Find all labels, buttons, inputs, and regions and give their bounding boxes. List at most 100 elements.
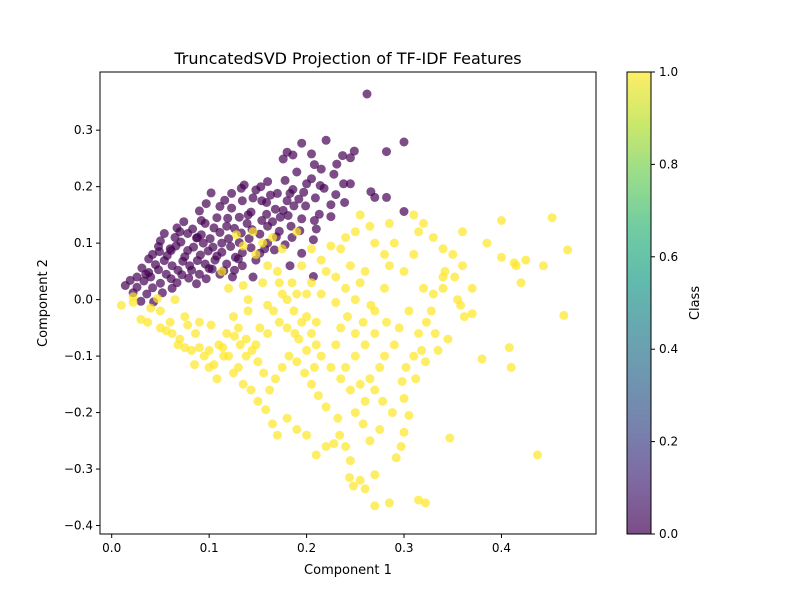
scatter-point-class-1 [521, 255, 531, 265]
scatter-point-class-1 [350, 329, 360, 338]
scatter-point-class-1 [355, 210, 365, 220]
scatter-point-class-1 [360, 340, 370, 350]
scatter-point-class-0 [331, 190, 341, 200]
scatter-point-class-1 [414, 329, 424, 338]
scatter-point-class-0 [192, 256, 202, 266]
scatter-point-class-0 [142, 289, 152, 299]
scatter-point-class-1 [360, 266, 370, 276]
y-axis-label: Component 2 [36, 259, 51, 347]
scatter-point-class-0 [234, 212, 244, 222]
scatter-point-class-1 [272, 430, 282, 440]
scatter-point-class-1 [333, 413, 343, 423]
scatter-point-class-1 [284, 351, 294, 361]
scatter-point-class-1 [355, 475, 365, 485]
scatter-point-class-1 [255, 323, 265, 333]
scatter-point-class-1 [375, 362, 385, 372]
y-tick-label: 0.2 [74, 180, 93, 194]
scatter-point-class-1 [206, 320, 216, 330]
scatter-point-class-1 [224, 351, 234, 361]
scatter-point-class-0 [222, 221, 232, 231]
scatter-point-class-1 [307, 329, 316, 338]
scatter-point-class-0 [255, 229, 265, 239]
scatter-point-class-0 [329, 169, 339, 179]
scatter-point-class-1 [153, 294, 162, 303]
scatter-point-class-0 [224, 234, 234, 244]
scatter-point-class-1 [358, 419, 368, 429]
scatter-point-class-1 [384, 261, 394, 271]
scatter-point-class-1 [389, 238, 399, 248]
scatter-point-class-0 [297, 214, 307, 224]
scatter-point-class-0 [217, 238, 227, 248]
scatter-point-class-1 [238, 379, 248, 389]
scatter-point-class-0 [340, 198, 350, 207]
scatter-point-class-1 [428, 233, 438, 242]
scatter-point-class-1 [421, 498, 430, 508]
scatter-point-class-1 [231, 230, 241, 240]
scatter-point-class-0 [299, 187, 309, 197]
scatter-point-class-0 [132, 272, 142, 282]
scatter-point-class-1 [167, 329, 177, 338]
scatter-point-class-1 [222, 329, 232, 338]
scatter-point-class-1 [292, 425, 302, 434]
y-tick-label: 0.3 [74, 123, 93, 137]
scatter-point-class-1 [290, 329, 300, 338]
x-tick-label: 0.2 [297, 541, 316, 555]
scatter-point-class-1 [218, 343, 228, 353]
scatter-point-class-0 [120, 281, 130, 290]
scatter-point-class-1 [365, 436, 375, 446]
scatter-point-class-0 [165, 244, 175, 254]
y-axis-ticks: −0.4 −0.3 −0.2 −0.1 0.0 0.1 0.2 0.3 [64, 123, 100, 533]
scatter-point-class-0 [167, 283, 177, 293]
scatter-point-class-0 [194, 206, 204, 216]
scatter-point-class-0 [246, 243, 256, 253]
scatter-point-class-1 [311, 317, 321, 327]
colorbar-tick-label: 0.8 [659, 157, 678, 171]
scatter-point-class-1 [482, 238, 492, 248]
x-axis-ticks: 0.0 0.1 0.2 0.3 0.4 [102, 534, 511, 555]
x-tick-label: 0.1 [200, 541, 219, 555]
scatter-point-class-1 [438, 283, 448, 293]
scatter-point-class-0 [310, 193, 320, 203]
scatter-point-class-1 [316, 289, 326, 299]
colorbar: 0.0 0.2 0.4 0.6 0.8 1.0 Class [626, 65, 703, 541]
scatter-point-class-0 [278, 154, 288, 164]
scatter-point-class-1 [116, 300, 126, 310]
scatter-point-class-1 [136, 314, 146, 324]
scatter-point-class-1 [341, 283, 351, 293]
scatter-point-class-1 [191, 329, 200, 338]
scatter-point-class-1 [370, 470, 380, 480]
scatter-point-class-1 [387, 408, 397, 418]
scatter-point-class-0 [223, 213, 233, 223]
scatter-point-class-1 [370, 329, 380, 338]
scatter-point-class-1 [365, 221, 375, 231]
scatter-point-class-1 [165, 317, 175, 327]
scatter-point-class-1 [438, 272, 448, 282]
scatter-point-class-1 [217, 266, 227, 276]
colorbar-border [626, 71, 652, 535]
scatter-point-class-1 [445, 433, 455, 443]
scatter-point-class-1 [251, 249, 261, 259]
plot-area: 0.0 0.1 0.2 0.3 0.4 −0.4−0.3−0.2−0.10.00.10.… [64, 71, 597, 555]
scatter-point-class-1 [409, 210, 419, 220]
scatter-point-class-1 [194, 317, 204, 327]
scatter-point-class-1 [229, 312, 238, 322]
scatter-point-class-1 [448, 249, 458, 259]
scatter-point-class-0 [289, 201, 299, 211]
scatter-point-class-0 [237, 196, 247, 206]
scatter-point-class-1 [253, 357, 263, 367]
colorbar-tick-label: 1.0 [659, 65, 678, 79]
scatter-point-class-1 [355, 379, 365, 389]
scatter-point-class-0 [194, 269, 204, 279]
scatter-point-class-0 [349, 146, 359, 156]
scatter-point-class-1 [509, 258, 519, 268]
scatter-point-class-1 [155, 306, 165, 316]
scatter-point-class-1 [289, 306, 299, 316]
scatter-point-class-0 [206, 188, 216, 198]
scatter-point-class-0 [212, 213, 222, 223]
scatter-point-class-0 [155, 278, 165, 288]
scatter-point-class-1 [380, 351, 389, 361]
scatter-point-class-1 [238, 281, 248, 290]
scatter-point-class-0 [307, 149, 316, 159]
scatter-point-class-1 [396, 442, 406, 451]
scatter-point-class-0 [319, 183, 329, 193]
